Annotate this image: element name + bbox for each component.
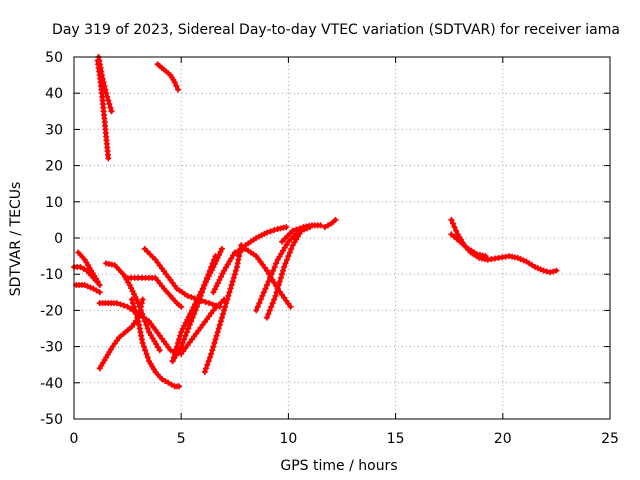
series-markers	[169, 245, 225, 365]
y-tick-label: 30	[45, 122, 63, 138]
series-markers	[96, 296, 228, 357]
series-markers	[154, 61, 181, 93]
series-markers	[448, 231, 489, 260]
axes: 0 5 10 15 20 25 -50 -40 -30 -20 -10 0 10 20 30 40 50	[40, 50, 619, 447]
y-axis-label: SDTVAR / TECUs	[8, 182, 24, 297]
y-tick-label: 10	[45, 195, 63, 211]
x-tick-label: 0	[70, 431, 79, 447]
series-markers	[263, 224, 313, 321]
series-track-23	[448, 231, 489, 260]
series-track-10	[124, 274, 185, 310]
series-track-8	[96, 296, 228, 357]
y-tick-label: 0	[54, 231, 63, 247]
x-tick-label: 15	[387, 431, 405, 447]
series-markers	[124, 274, 185, 310]
series-markers	[73, 282, 103, 296]
y-tick-label: -30	[40, 340, 63, 356]
series-track-19	[263, 224, 313, 321]
y-tick-label: 20	[45, 159, 63, 175]
series-track-3	[154, 61, 181, 93]
series-track-2	[95, 54, 115, 115]
y-tick-label: -40	[40, 376, 63, 392]
series-markers	[128, 296, 183, 390]
series-markers	[210, 245, 294, 310]
series-track-12	[141, 245, 223, 310]
series-track-15	[201, 242, 245, 375]
series-track-21	[321, 216, 339, 231]
y-tick-label: -10	[40, 267, 63, 283]
y-tick-label: -20	[40, 303, 63, 319]
series-track-7	[103, 260, 163, 354]
series-markers	[201, 242, 245, 375]
y-tick-label: -50	[40, 412, 63, 428]
series-track-4	[75, 249, 101, 285]
series-track-20	[278, 222, 324, 245]
series-track-11	[128, 296, 183, 390]
data-tracks	[71, 54, 560, 390]
x-tick-label: 5	[177, 431, 186, 447]
y-tick-label: 40	[45, 86, 63, 102]
x-tick-label: 10	[279, 431, 297, 447]
series-markers	[233, 224, 290, 256]
chart-title: Day 319 of 2023, Sidereal Day-to-day VTE…	[52, 22, 620, 38]
grid-lines	[74, 57, 610, 419]
x-axis-label: GPS time / hours	[280, 458, 397, 474]
x-tick-label: 20	[494, 431, 512, 447]
series-track-6	[73, 282, 103, 296]
series-line	[234, 225, 289, 255]
series-track-5	[71, 263, 103, 289]
series-line	[97, 297, 227, 356]
series-track-17	[233, 224, 290, 256]
series-markers	[321, 216, 339, 231]
series-track-14	[169, 245, 225, 365]
series-markers	[278, 222, 324, 245]
x-tick-label: 25	[601, 431, 619, 447]
y-tick-label: 50	[45, 50, 63, 66]
